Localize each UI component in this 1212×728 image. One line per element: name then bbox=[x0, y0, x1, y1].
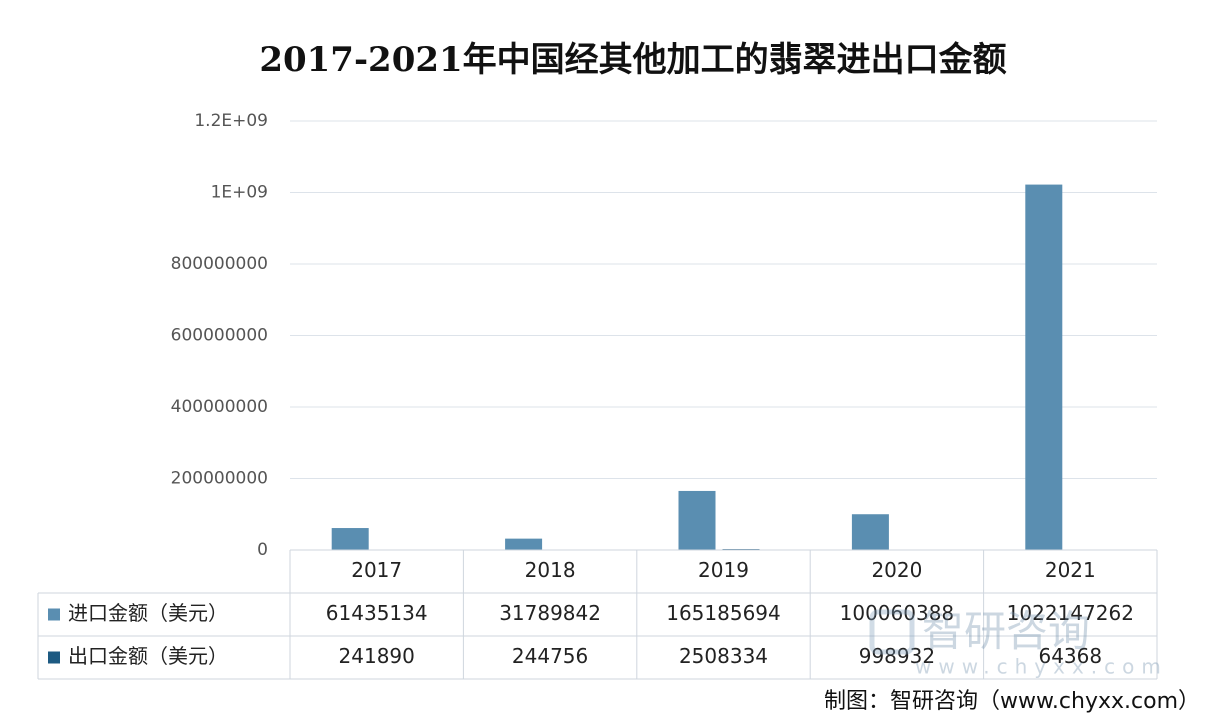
table-value: 241890 bbox=[339, 644, 415, 668]
y-tick-label: 0 bbox=[257, 540, 268, 560]
table-value: 165185694 bbox=[666, 601, 781, 625]
watermark-brand: 智研咨询 bbox=[922, 607, 1090, 656]
legend-swatch bbox=[48, 651, 60, 664]
table-value: 64368 bbox=[1038, 644, 1102, 668]
bar bbox=[331, 528, 369, 550]
legend-swatch bbox=[48, 608, 60, 621]
table-value: 998932 bbox=[859, 644, 935, 668]
table-value: 1022147262 bbox=[1007, 601, 1134, 625]
bar bbox=[1025, 184, 1063, 551]
y-tick-label: 600000000 bbox=[171, 326, 268, 346]
x-tick-label: 2020 bbox=[871, 558, 922, 582]
table-value: 100060388 bbox=[840, 601, 955, 625]
watermark-url: www.chyxx.com bbox=[915, 655, 1168, 679]
table-value: 61435134 bbox=[326, 601, 428, 625]
y-tick-label: 800000000 bbox=[171, 254, 268, 274]
watermark-logo bbox=[869, 609, 915, 655]
table-value: 31789842 bbox=[499, 601, 601, 625]
x-tick-label: 2018 bbox=[525, 558, 576, 582]
y-tick-label: 200000000 bbox=[171, 469, 268, 489]
watermark: 智研咨询 www.chyxx.com bbox=[869, 607, 1168, 679]
y-tick-label: 1.2E+09 bbox=[194, 111, 268, 131]
table-value: 2508334 bbox=[679, 644, 768, 668]
bar bbox=[851, 514, 889, 550]
x-tick-label: 2017 bbox=[351, 558, 402, 582]
bar bbox=[678, 490, 716, 550]
bar bbox=[505, 538, 543, 550]
y-tick-label: 400000000 bbox=[171, 397, 268, 417]
chart-title: 2017-2021年中国经其他加工的翡翠进出口金额 bbox=[259, 40, 1006, 80]
source: 制图：智研咨询（www.chyxx.com） bbox=[824, 689, 1200, 714]
table-value: 244756 bbox=[512, 644, 588, 668]
y-tick-label: 1E+09 bbox=[211, 183, 268, 203]
legend-label: 出口金额（美元） bbox=[68, 644, 228, 668]
x-tick-label: 2021 bbox=[1045, 558, 1096, 582]
x-tick-label: 2019 bbox=[698, 558, 749, 582]
legend-label: 进口金额（美元） bbox=[68, 601, 228, 625]
